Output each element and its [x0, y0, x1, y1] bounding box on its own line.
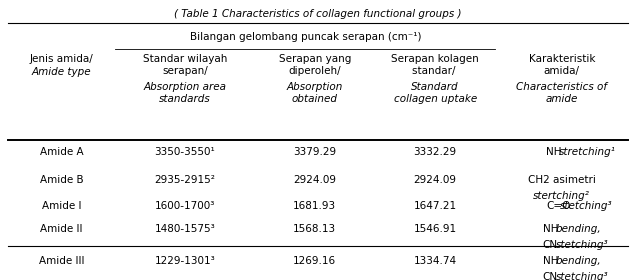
Text: Absorption area
standards: Absorption area standards: [144, 82, 226, 104]
Text: 1600-1700³: 1600-1700³: [155, 201, 215, 211]
Text: NH: NH: [543, 224, 558, 234]
Text: CH2 asimetri: CH2 asimetri: [528, 175, 596, 185]
Text: stretching¹: stretching¹: [558, 147, 616, 157]
Text: 1334.74: 1334.74: [413, 256, 457, 266]
Text: Serapan kolagen
standar/: Serapan kolagen standar/: [391, 54, 479, 76]
Text: Standar wilayah
serapan/: Standar wilayah serapan/: [143, 54, 227, 76]
Text: CN: CN: [543, 272, 558, 280]
Text: ( Table 1 Characteristics of collagen functional groups ): ( Table 1 Characteristics of collagen fu…: [174, 9, 462, 19]
Text: bending,: bending,: [555, 224, 601, 234]
Text: 1568.13: 1568.13: [293, 224, 336, 234]
Text: 1681.93: 1681.93: [293, 201, 336, 211]
Text: bending,: bending,: [555, 256, 601, 266]
Text: C=O: C=O: [546, 201, 570, 211]
Text: Amide I: Amide I: [42, 201, 81, 211]
Text: 1269.16: 1269.16: [293, 256, 336, 266]
Text: 1480-1575³: 1480-1575³: [155, 224, 216, 234]
Text: NH: NH: [546, 147, 562, 157]
Text: 2924.09: 2924.09: [293, 175, 336, 185]
Text: Absorption
obtained: Absorption obtained: [287, 82, 343, 104]
Text: Amide II: Amide II: [40, 224, 83, 234]
Text: NH: NH: [543, 256, 558, 266]
Text: Jenis amida/: Jenis amida/: [30, 54, 93, 64]
Text: Karakteristik
amida/: Karakteristik amida/: [529, 54, 595, 76]
Text: Amide III: Amide III: [39, 256, 85, 266]
Text: 2935-2915²: 2935-2915²: [155, 175, 216, 185]
Text: stetching³: stetching³: [555, 240, 608, 250]
Text: Bilangan gelombang puncak serapan (cm⁻¹): Bilangan gelombang puncak serapan (cm⁻¹): [190, 32, 421, 42]
Text: 3379.29: 3379.29: [293, 147, 336, 157]
Text: 1229-1301³: 1229-1301³: [155, 256, 216, 266]
Text: CN: CN: [543, 240, 558, 250]
Text: stetching³: stetching³: [555, 272, 608, 280]
Text: stertching²: stertching²: [534, 191, 590, 201]
Text: Characteristics of
amide: Characteristics of amide: [516, 82, 607, 104]
Text: 1546.91: 1546.91: [413, 224, 457, 234]
Text: 3332.29: 3332.29: [413, 147, 457, 157]
Text: Amide B: Amide B: [39, 175, 83, 185]
Text: 2924.09: 2924.09: [413, 175, 457, 185]
Text: 3350-3550¹: 3350-3550¹: [155, 147, 216, 157]
Text: Standard
collagen uptake: Standard collagen uptake: [394, 82, 477, 104]
Text: Serapan yang
diperoleh/: Serapan yang diperoleh/: [279, 54, 351, 76]
Text: Amide A: Amide A: [39, 147, 83, 157]
Text: 1647.21: 1647.21: [413, 201, 457, 211]
Text: stetching³: stetching³: [560, 201, 612, 211]
Text: Amide type: Amide type: [32, 67, 92, 78]
